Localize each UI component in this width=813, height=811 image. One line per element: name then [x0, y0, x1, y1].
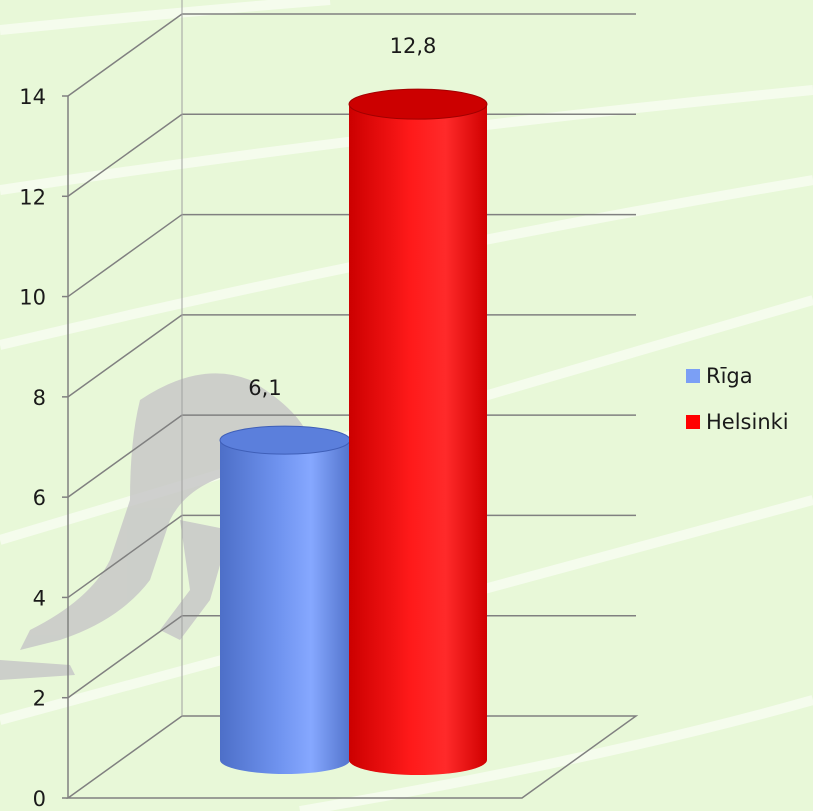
- y-tick-label: 0: [33, 787, 46, 811]
- bar-r-ga: [219, 425, 351, 774]
- legend: Rīga Helsinki: [686, 364, 789, 434]
- legend-label: Helsinki: [706, 410, 789, 434]
- y-tick-label: 4: [33, 586, 46, 610]
- y-tick-label: 14: [19, 85, 46, 109]
- legend-swatch: [686, 415, 700, 429]
- data-label: 6,1: [248, 376, 281, 400]
- legend-label: Rīga: [706, 364, 753, 388]
- bar-helsinki: [348, 88, 488, 775]
- chart-floor: [65, 715, 639, 799]
- legend-swatch: [686, 369, 700, 383]
- y-tick-label: 2: [33, 687, 46, 711]
- bar-body: [220, 440, 350, 774]
- bar-top: [348, 88, 488, 120]
- bar-top: [219, 425, 351, 455]
- y-tick-label: 10: [19, 286, 46, 310]
- y-tick-label: 8: [33, 386, 46, 410]
- bars: [219, 88, 488, 775]
- data-label: 12,8: [390, 34, 437, 58]
- y-tick-label: 12: [19, 185, 46, 209]
- data-labels: 6,1 12,8: [248, 34, 436, 400]
- gridline: [67, 13, 636, 97]
- y-tick-label: 6: [33, 486, 46, 510]
- bar-body: [349, 104, 487, 775]
- y-axis: 0 2 4 6 8 10 12 14: [19, 85, 69, 811]
